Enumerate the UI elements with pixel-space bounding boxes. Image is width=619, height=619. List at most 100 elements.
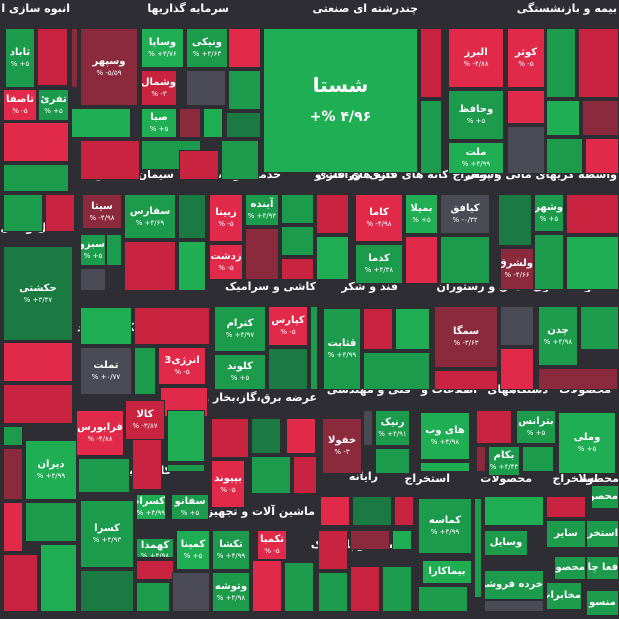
stock-tile[interactable]: ونیکی ۴/۶۳+ % — [186, 28, 228, 68]
filler-stock-tile[interactable] — [392, 530, 412, 550]
filler-stock-tile[interactable] — [40, 544, 77, 612]
stock-tile[interactable]: کمینا ۵+ % — [176, 530, 210, 570]
filler-stock-tile[interactable] — [546, 496, 586, 518]
filler-stock-tile[interactable] — [316, 194, 349, 234]
stock-tile[interactable]: آینده ۴/۹۴+ % — [245, 194, 279, 226]
filler-stock-tile[interactable] — [3, 502, 23, 552]
filler-stock-tile[interactable] — [106, 234, 122, 266]
filler-stock-tile[interactable] — [3, 554, 38, 612]
filler-stock-tile[interactable] — [228, 70, 261, 110]
filler-stock-tile[interactable] — [474, 498, 482, 598]
filler-stock-tile[interactable] — [363, 410, 373, 446]
filler-stock-tile[interactable] — [167, 464, 205, 472]
filler-stock-tile[interactable] — [420, 462, 470, 472]
filler-stock-tile[interactable] — [80, 268, 106, 291]
stock-tile[interactable]: کالا ۳/۸۷- % — [125, 400, 165, 440]
stock-tile[interactable]: دیران ۴/۹۹+ % — [25, 440, 77, 500]
filler-stock-tile[interactable] — [394, 496, 414, 526]
stock-tile[interactable]: بیماکارا — [422, 560, 472, 584]
stock-tile[interactable]: بکام ۴/۴۴+ % — [488, 446, 520, 476]
filler-stock-tile[interactable] — [318, 530, 348, 570]
filler-stock-tile[interactable] — [178, 194, 206, 239]
filler-stock-tile[interactable] — [476, 446, 486, 472]
filler-stock-tile[interactable] — [179, 108, 201, 138]
stock-tile[interactable]: محصولا — [554, 556, 586, 580]
stock-tile[interactable]: کوثر ۵- % — [507, 28, 545, 88]
filler-stock-tile[interactable] — [3, 164, 69, 192]
filler-stock-tile[interactable] — [418, 586, 468, 612]
stock-tile[interactable]: ثاباد ۵+ % — [5, 28, 35, 88]
stock-tile[interactable]: وسایا ۴/۷۶+ % — [141, 28, 184, 68]
stock-tile[interactable]: کیافق ۰/۳۲- % — [440, 194, 490, 234]
filler-stock-tile[interactable] — [251, 456, 291, 494]
stock-tile[interactable]: بترانس ۵+ % — [516, 410, 556, 444]
filler-stock-tile[interactable] — [566, 236, 619, 290]
filler-stock-tile[interactable] — [268, 348, 308, 390]
filler-stock-tile[interactable] — [546, 28, 576, 98]
filler-stock-tile[interactable] — [286, 418, 316, 454]
filler-stock-tile[interactable] — [546, 100, 580, 136]
filler-stock-tile[interactable] — [484, 600, 544, 612]
filler-stock-tile[interactable] — [186, 70, 226, 106]
stock-tile[interactable]: فرابورس ۴/۸۸- % — [76, 410, 124, 456]
filler-stock-tile[interactable] — [434, 370, 498, 390]
stock-tile[interactable]: شستا ۴/۹۶ %+ — [263, 28, 418, 173]
filler-stock-tile[interactable] — [440, 236, 490, 284]
filler-stock-tile[interactable] — [3, 426, 23, 446]
filler-stock-tile[interactable] — [582, 100, 619, 136]
filler-stock-tile[interactable] — [221, 140, 259, 180]
filler-stock-tile[interactable] — [316, 236, 349, 280]
stock-tile[interactable]: فعا چاپ — [586, 556, 619, 580]
stock-tile[interactable]: کاما ۴/۹۸- % — [355, 194, 403, 242]
filler-stock-tile[interactable] — [228, 28, 261, 68]
filler-stock-tile[interactable] — [203, 108, 223, 138]
stock-tile[interactable]: بمیلا ۵+ % — [405, 194, 438, 234]
filler-stock-tile[interactable] — [350, 566, 380, 612]
filler-stock-tile[interactable] — [507, 126, 545, 174]
filler-stock-tile[interactable] — [522, 446, 554, 472]
filler-stock-tile[interactable] — [578, 28, 619, 98]
filler-stock-tile[interactable] — [37, 28, 68, 86]
filler-stock-tile[interactable] — [352, 496, 392, 526]
filler-stock-tile[interactable] — [245, 228, 279, 280]
filler-stock-tile[interactable] — [136, 560, 174, 580]
stock-tile[interactable]: زدشت ۵- % — [209, 244, 243, 280]
filler-stock-tile[interactable] — [382, 566, 412, 612]
stock-tile[interactable]: انرژی3 ۵- % — [158, 347, 206, 385]
stock-tile[interactable]: سمگا ۳/۶۳- % — [434, 306, 498, 368]
stock-tile[interactable]: وسپهر ۵/۵۹- % — [80, 28, 138, 106]
stock-tile[interactable]: کماسه ۴/۹۹+ % — [418, 498, 472, 554]
filler-stock-tile[interactable] — [281, 194, 314, 224]
stock-tile[interactable]: صبا ۵+ % — [141, 108, 177, 138]
stock-tile[interactable]: ملت ۴/۹۹+ % — [448, 142, 504, 174]
filler-stock-tile[interactable] — [476, 410, 512, 444]
filler-stock-tile[interactable] — [80, 570, 134, 612]
filler-stock-tile[interactable] — [134, 347, 156, 395]
filler-stock-tile[interactable] — [226, 112, 261, 138]
stock-tile[interactable]: بپیوند ۵- % — [211, 460, 245, 508]
stock-tile[interactable]: سفانو ۵+ % — [171, 494, 209, 520]
filler-stock-tile[interactable] — [25, 502, 77, 542]
filler-stock-tile[interactable] — [3, 342, 73, 382]
stock-tile[interactable]: البرز ۴/۸۸- % — [448, 28, 504, 88]
filler-stock-tile[interactable] — [363, 308, 393, 350]
stock-tile[interactable]: زبینا ۵- % — [209, 194, 243, 242]
filler-stock-tile[interactable] — [538, 368, 618, 390]
filler-stock-tile[interactable] — [534, 234, 564, 290]
stock-tile[interactable]: کترام ۴/۹۷+ % — [214, 306, 266, 352]
stock-tile[interactable]: کپارس ۵- % — [268, 306, 308, 346]
stock-tile[interactable]: کهمدا ۴/۹۸+ % — [136, 538, 174, 558]
filler-stock-tile[interactable] — [293, 456, 317, 494]
filler-stock-tile[interactable] — [498, 292, 616, 294]
stock-tile[interactable]: حکشتی ۳/۴۷+ % — [3, 246, 73, 341]
stock-tile[interactable]: سیتا ۴/۹۸- % — [82, 194, 122, 229]
filler-stock-tile[interactable] — [80, 140, 140, 180]
filler-stock-tile[interactable] — [405, 236, 438, 284]
filler-stock-tile[interactable] — [500, 348, 534, 390]
filler-stock-tile[interactable] — [310, 306, 318, 390]
stock-tile[interactable]: چدن ۴/۹۸+ % — [538, 306, 578, 366]
filler-stock-tile[interactable] — [281, 226, 314, 256]
stock-tile[interactable]: تاصفا ۵- % — [3, 89, 37, 121]
stock-tile[interactable]: وتوشه ۴/۹۸+ % — [212, 572, 250, 612]
stock-tile[interactable]: تکشا ۴/۹۹+ % — [212, 530, 250, 570]
